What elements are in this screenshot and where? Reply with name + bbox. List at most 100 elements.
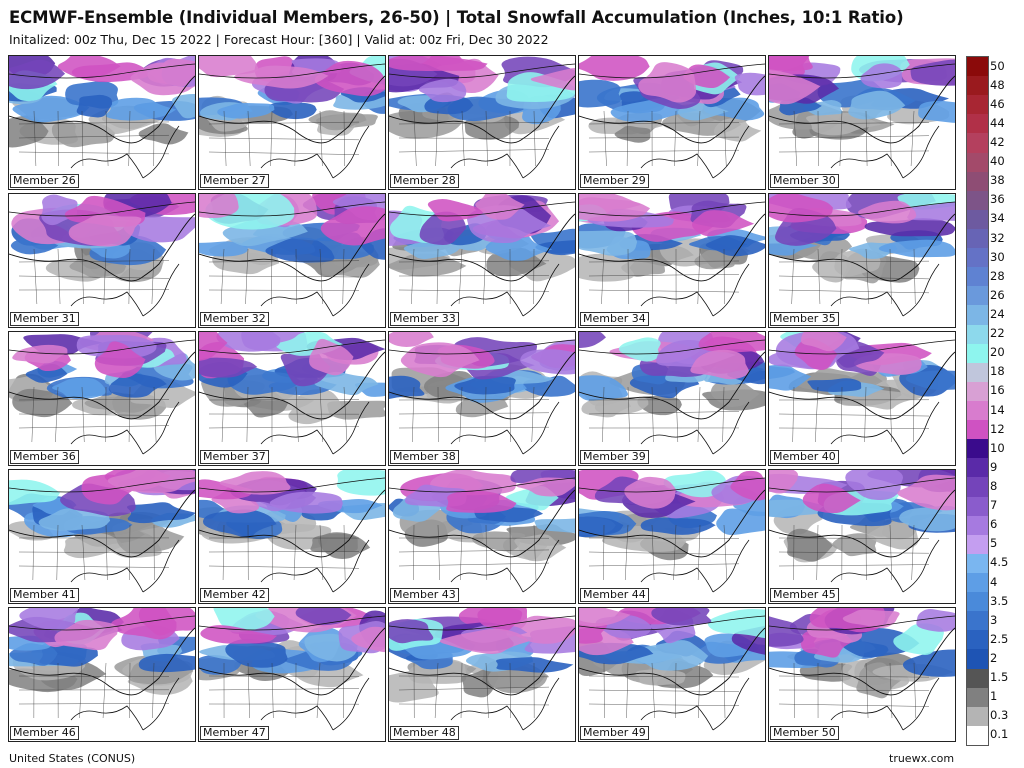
member-label: Member 45 (770, 588, 839, 602)
colorbar-swatch (967, 439, 988, 459)
colorbar-tick-label: 3.5 (990, 593, 1009, 608)
snowfall-map (579, 608, 765, 741)
colorbar-swatch (967, 630, 988, 650)
colorbar-swatch (967, 668, 988, 689)
member-map-panel: Member 30 (768, 55, 956, 190)
colorbar-swatch (967, 305, 988, 326)
region-label: United States (CONUS) (9, 752, 136, 765)
snowfall-map (199, 194, 385, 327)
member-map-panel: Member 49 (578, 607, 766, 742)
colorbar-swatch (967, 725, 988, 746)
colorbar-swatch (967, 286, 988, 306)
colorbar-swatch (967, 420, 988, 440)
member-label: Member 40 (770, 450, 839, 464)
colorbar-swatch (967, 611, 988, 631)
snowfall-map (769, 56, 955, 189)
member-map-panel: Member 40 (768, 331, 956, 466)
colorbar-tick-label: 1 (990, 689, 998, 704)
member-label: Member 48 (390, 726, 459, 740)
colorbar-tick-label: 7 (990, 498, 998, 513)
snowfall-map (389, 332, 575, 465)
colorbar-tick-label: 16 (990, 383, 1005, 398)
colorbar-tick-label: 46 (990, 96, 1005, 111)
colorbar-swatch (967, 592, 988, 612)
colorbar-swatch (967, 706, 988, 727)
colorbar-tick-label: 42 (990, 135, 1005, 149)
colorbar-tick-label: 9 (990, 459, 998, 474)
colorbar-swatch (967, 649, 988, 670)
colorbar-swatch (967, 362, 988, 383)
snowfall-map (769, 332, 955, 465)
member-map-panel: Member 26 (8, 55, 196, 190)
snowfall-map (9, 332, 195, 465)
colorbar-swatch (967, 496, 988, 517)
colorbar-swatch (967, 57, 988, 77)
member-label: Member 37 (200, 450, 269, 464)
member-map-panel: Member 48 (388, 607, 576, 742)
snowfall-map (389, 608, 575, 741)
member-label: Member 44 (580, 588, 649, 602)
colorbar-swatch (967, 152, 988, 173)
snowfall-map (579, 56, 765, 189)
colorbar-swatch (967, 534, 988, 555)
snowfall-map (9, 194, 195, 327)
colorbar-swatch (967, 381, 988, 402)
colorbar-tick-label: 8 (990, 479, 998, 493)
member-label: Member 34 (580, 312, 649, 326)
member-map-panel: Member 45 (768, 469, 956, 604)
colorbar-swatch (967, 95, 988, 115)
member-label: Member 39 (580, 450, 649, 464)
member-map-panel: Member 27 (198, 55, 386, 190)
member-map-panel: Member 34 (578, 193, 766, 328)
source-credit: truewx.com (889, 752, 955, 765)
colorbar-swatch (967, 324, 988, 345)
member-map-panel: Member 38 (388, 331, 576, 466)
colorbar-tick-label: 3 (990, 612, 998, 627)
member-map-panel: Member 33 (388, 193, 576, 328)
colorbar-swatch (967, 229, 988, 249)
member-label: Member 33 (390, 312, 459, 326)
snowfall-map (579, 194, 765, 327)
member-map-panel: Member 29 (578, 55, 766, 190)
snowfall-map (199, 332, 385, 465)
colorbar-tick-label: 24 (990, 307, 1005, 321)
member-label: Member 31 (10, 312, 79, 326)
map-title: ECMWF-Ensemble (Individual Members, 26-5… (9, 8, 904, 27)
member-label: Member 27 (200, 174, 269, 188)
member-map-panel: Member 41 (8, 469, 196, 604)
member-label: Member 43 (390, 588, 459, 602)
snowfall-map (389, 194, 575, 327)
member-map-panel: Member 44 (578, 469, 766, 604)
colorbar-tick-label: 0.1 (990, 727, 1009, 742)
colorbar-swatch (967, 133, 988, 154)
member-map-panel: Member 47 (198, 607, 386, 742)
member-map-panel: Member 50 (768, 607, 956, 742)
member-label: Member 50 (770, 726, 839, 740)
member-map-panel: Member 32 (198, 193, 386, 328)
colorbar-tick-label: 6 (990, 517, 998, 532)
snowfall-map (9, 470, 195, 603)
colorbar-tick-label: 22 (990, 326, 1005, 341)
colorbar-swatch (967, 458, 988, 478)
colorbar-swatch (967, 114, 988, 134)
colorbar-swatch (967, 190, 988, 211)
member-label: Member 42 (200, 588, 269, 602)
colorbar-tick-label: 38 (990, 173, 1005, 188)
member-label: Member 32 (200, 312, 269, 326)
colorbar-tick-label: 48 (990, 77, 1005, 92)
member-map-panel: Member 37 (198, 331, 386, 466)
member-label: Member 29 (580, 174, 649, 188)
colorbar-tick-label: 1.5 (990, 670, 1009, 685)
colorbar-tick-label: 20 (990, 345, 1005, 360)
colorbar-tick-label: 26 (990, 287, 1005, 302)
snowfall-map (769, 470, 955, 603)
colorbar-tick-label: 10 (990, 440, 1005, 455)
member-label: Member 41 (10, 588, 79, 602)
colorbar-tick-label: 36 (990, 192, 1005, 207)
member-label: Member 26 (10, 174, 79, 188)
colorbar-swatch (967, 267, 988, 287)
snowfall-map (769, 608, 955, 741)
colorbar-swatch (967, 209, 988, 230)
colorbar-tick-label: 50 (990, 58, 1005, 73)
member-label: Member 38 (390, 450, 459, 464)
